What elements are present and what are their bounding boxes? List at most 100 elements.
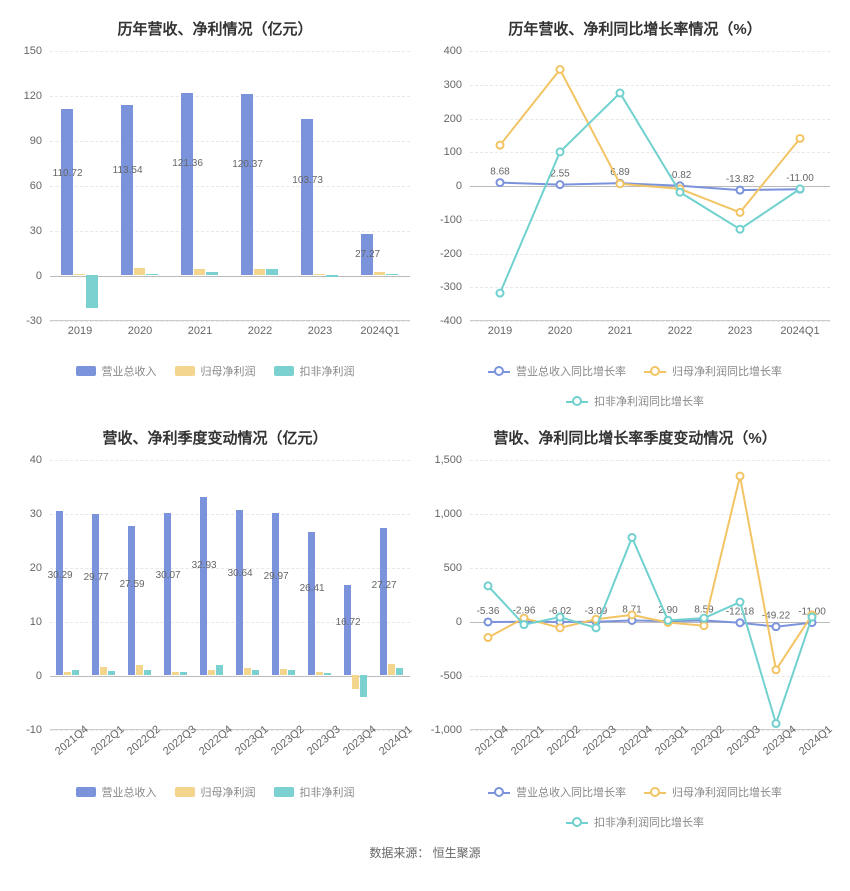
bar-label: 29.77 [84, 572, 109, 583]
line-point [737, 619, 744, 626]
legend-swatch [274, 787, 294, 797]
bar [396, 668, 403, 675]
bar [266, 269, 277, 275]
legend-swatch [566, 396, 588, 406]
y-tick: -400 [440, 315, 462, 327]
legend-item: 营业总收入 [76, 363, 157, 379]
line-point [773, 623, 780, 630]
y-tick: 100 [444, 146, 462, 158]
x-label: 2022 [668, 325, 692, 337]
legend-label: 归母净利润 [201, 784, 256, 800]
bar [164, 513, 171, 675]
y-tick: 0 [456, 616, 462, 628]
legend: 营业总收入 归母净利润 扣非净利润 [10, 784, 420, 800]
x-label: 2019 [68, 325, 92, 337]
bar [200, 497, 207, 675]
legend-item: 归母净利润 [175, 784, 256, 800]
bar [374, 272, 385, 275]
y-tick: 0 [36, 670, 42, 682]
legend-item: 归母净利润 [175, 363, 256, 379]
legend-item: 扣非净利润同比增长率 [566, 814, 704, 830]
bar [386, 274, 397, 276]
x-label: 2021 [188, 325, 212, 337]
line-point [773, 666, 780, 673]
line-point [773, 720, 780, 727]
x-label: 2020 [128, 325, 152, 337]
legend: 营业总收入 归母净利润 扣非净利润 [10, 363, 420, 379]
bar [100, 667, 107, 675]
bar [301, 119, 312, 275]
y-tick: 60 [30, 180, 42, 192]
line-point [629, 611, 636, 618]
line-series [488, 476, 812, 670]
bar [92, 514, 99, 675]
legend-label: 归母净利润同比增长率 [672, 784, 782, 800]
bar [108, 671, 115, 675]
x-label: 2022 [248, 325, 272, 337]
legend-item: 扣非净利润 [274, 363, 355, 379]
bar [74, 274, 85, 276]
y-tick: 20 [30, 562, 42, 574]
bar [236, 510, 243, 675]
line-point [485, 634, 492, 641]
line-point [677, 189, 684, 196]
legend-item: 扣非净利润同比增长率 [566, 393, 704, 409]
bar [324, 673, 331, 675]
point-label: -5.36 [477, 606, 500, 617]
line-point [629, 534, 636, 541]
y-tick: 1,500 [434, 454, 462, 466]
legend: 营业总收入同比增长率 归母净利润同比增长率扣非净利润同比增长率 [430, 784, 840, 830]
legend: 营业总收入同比增长率归母净利润同比增长率扣非净利润同比增长率 [430, 363, 840, 409]
bar [208, 670, 215, 675]
y-tick: -500 [440, 670, 462, 682]
bar [352, 675, 359, 689]
y-tick: 200 [444, 113, 462, 125]
line-point [497, 179, 504, 186]
line-point [701, 622, 708, 629]
y-tick: 500 [444, 562, 462, 574]
legend-item: 营业总收入 [76, 784, 157, 800]
bar-label: 30.07 [156, 570, 181, 581]
point-label: -13.82 [726, 174, 755, 185]
line-series [488, 537, 812, 723]
legend-swatch [175, 366, 195, 376]
chart-grid: 历年营收、净利情况（亿元） -300306090120150110.72113.… [10, 10, 840, 830]
panel-quarter-line: 营收、净利同比增长率季度变动情况（%） -1,000-50005001,0001… [430, 419, 840, 830]
panel-annual-line: 历年营收、净利同比增长率情况（%） -400-300-200-100010020… [430, 10, 840, 409]
legend-label: 营业总收入同比增长率 [516, 784, 626, 800]
chart-title: 营收、净利同比增长率季度变动情况（%） [430, 427, 840, 448]
bar [344, 585, 351, 675]
y-tick: 300 [444, 79, 462, 91]
source-value: 恒生聚源 [433, 846, 481, 860]
y-tick: 30 [30, 225, 42, 237]
line-point [617, 90, 624, 97]
legend-swatch [566, 817, 588, 827]
legend-item: 归母净利润同比增长率 [644, 784, 782, 800]
x-label: 2023 [728, 325, 752, 337]
bar [308, 532, 315, 675]
y-tick: 30 [30, 508, 42, 520]
line-point [809, 614, 816, 621]
legend-item: 扣非净利润 [274, 784, 355, 800]
legend-swatch [644, 366, 666, 376]
line-point [737, 599, 744, 606]
point-label: 8.68 [490, 167, 510, 178]
bar [288, 670, 295, 675]
y-tick: 120 [24, 90, 42, 102]
bar [280, 669, 287, 675]
legend-item: 营业总收入同比增长率 [488, 363, 626, 379]
bar [121, 105, 132, 275]
line-point [797, 135, 804, 142]
bar [180, 672, 187, 675]
y-tick: 90 [30, 135, 42, 147]
line-point [557, 66, 564, 73]
bar [360, 675, 367, 697]
y-tick: 10 [30, 616, 42, 628]
bar-label: 110.72 [53, 168, 83, 179]
y-tick: 0 [36, 270, 42, 282]
line-point [737, 187, 744, 194]
line-point [497, 290, 504, 297]
legend-swatch [76, 366, 96, 376]
line-point [485, 582, 492, 589]
y-tick: -200 [440, 248, 462, 260]
